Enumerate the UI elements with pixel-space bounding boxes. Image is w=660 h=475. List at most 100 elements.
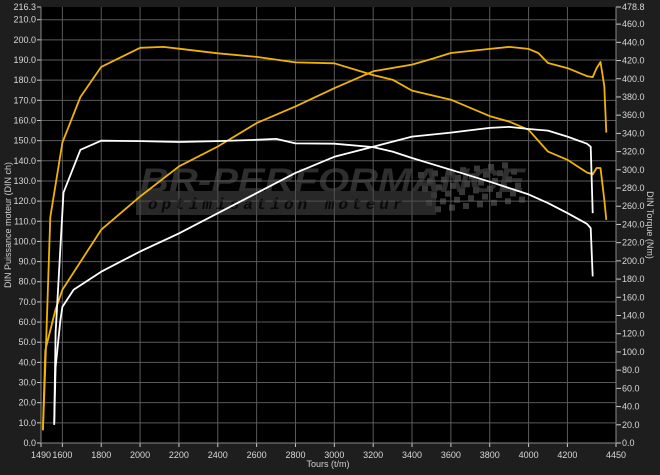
y2-tick-label: 120.0 [622,329,645,339]
flag-square [496,192,502,198]
flag-square [502,162,508,169]
y-tick-label: 170.0 [13,95,36,105]
x-tick-label: 3800 [480,450,500,460]
flag-square [422,186,428,192]
flag-square [488,164,494,170]
flag-square [436,184,442,191]
x-tick-label: 1600 [52,450,72,460]
y2-tick-label: 420.0 [622,56,645,66]
flag-square [431,192,437,199]
flag-square [440,198,446,205]
x-tick-label: 4000 [519,450,539,460]
flag-square [455,175,461,181]
y2-tick-label: 460.0 [622,19,645,29]
x-tick-label: 3000 [324,450,344,460]
flag-square [418,172,424,178]
axes: 1490 1600 1800 2000 2200 2400 2600 2800 3000 3200… [13,2,644,460]
x-tick-label: 2200 [169,450,189,460]
y2-tick-label: 180.0 [622,274,645,284]
y-tick-label: 180.0 [13,75,36,85]
y2-tick-label: 260.0 [622,201,645,211]
y2-tick-label: 360.0 [622,110,645,120]
flag-square [441,176,447,183]
y2-tick-label: 200.0 [622,256,645,266]
flag-square [506,176,512,183]
y2-tick-label: 478.8 [622,2,645,12]
plot-area [41,7,616,443]
x-tick-label: 2000 [130,450,150,460]
y2-tick-label: 0.0 [622,438,635,448]
y2-tick-label: 400.0 [622,74,645,84]
y-tick-label: 190.0 [13,55,36,65]
flag-square [450,182,456,189]
y2-tick-label: 100.0 [622,347,645,357]
flag-square [464,181,470,188]
y-tick-label: 140.0 [13,156,36,166]
y2-tick-label: 440.0 [622,37,645,47]
flag-square [468,195,474,202]
flag-square [459,189,465,195]
series-line-3-power [53,126,594,425]
flag-square [435,206,441,213]
y-tick-label: 200.0 [13,35,36,45]
series-line-2-torque [53,137,594,424]
flag-square [446,168,452,175]
series-line-0-torque [42,46,608,431]
series-line-1-power [42,46,608,430]
y-tick-label: 50.0 [18,337,36,347]
flag-square [460,167,466,174]
y-tick-label: 90.0 [18,257,36,267]
flag-square [478,179,484,186]
y-tick-label: 130.0 [13,176,36,186]
x-tick-label: 3200 [363,450,383,460]
y-tick-label: 120.0 [13,196,36,206]
y-tick-label: 110.0 [14,216,36,226]
y2-tick-label: 80.0 [622,365,640,375]
x-tick-label: 1800 [91,450,111,460]
flag-square [463,203,469,209]
flag-square [449,204,455,211]
flag-square [483,171,489,178]
x-tick-label: 3400 [402,450,422,460]
y2-tick-label: 40.0 [622,402,640,412]
flag-square [487,185,493,192]
y-tick-label: 210.0 [13,15,36,25]
y2-tick-label: 20.0 [622,420,640,430]
flag-square [505,198,511,205]
flag-square [515,182,521,189]
y-tick-label: 30.0 [18,378,36,388]
y-tick-label: 20.0 [18,398,36,408]
y2-tick-label: 60.0 [622,383,640,393]
x-tick-label: 3600 [441,450,461,460]
flag-square [473,187,479,194]
y-tick-label: 10.0 [18,418,36,428]
y2-tick-label: 280.0 [622,183,645,193]
y-tick-label: 150.0 [13,136,36,146]
x-tick-label: 2600 [247,450,267,460]
watermark-tagline: optimisation moteur [148,196,406,214]
watermark-band [136,191,436,215]
y-tick-label: 160.0 [13,115,36,125]
flag-square [482,193,488,200]
y-tick-label: 60.0 [18,317,36,327]
flag-square [477,201,483,208]
y2-tick-label: 340.0 [622,128,645,138]
y-tick-label: 80.0 [18,277,36,287]
flag-square [491,199,497,206]
x-tick-label: 4450 [606,450,626,460]
y2-tick-label: 320.0 [622,147,645,157]
y2-tick-label: 240.0 [622,219,645,229]
x-tick-label: 2800 [285,450,305,460]
y-tick-label: 40.0 [18,357,36,367]
y-tick-label: 0.0 [23,438,36,448]
x-tick-label: 4200 [557,450,577,460]
flag-square [454,196,460,203]
y-axis-title: DIN Puissance moteur (DIN ch) [3,162,13,288]
flag-square [427,178,433,185]
y2-tick-label: 220.0 [622,238,645,248]
flag-square [474,165,480,172]
y-tick-label: 216.3 [13,2,36,12]
y-tick-label: 100.0 [13,236,36,246]
x-tick-label: 2400 [208,450,228,460]
